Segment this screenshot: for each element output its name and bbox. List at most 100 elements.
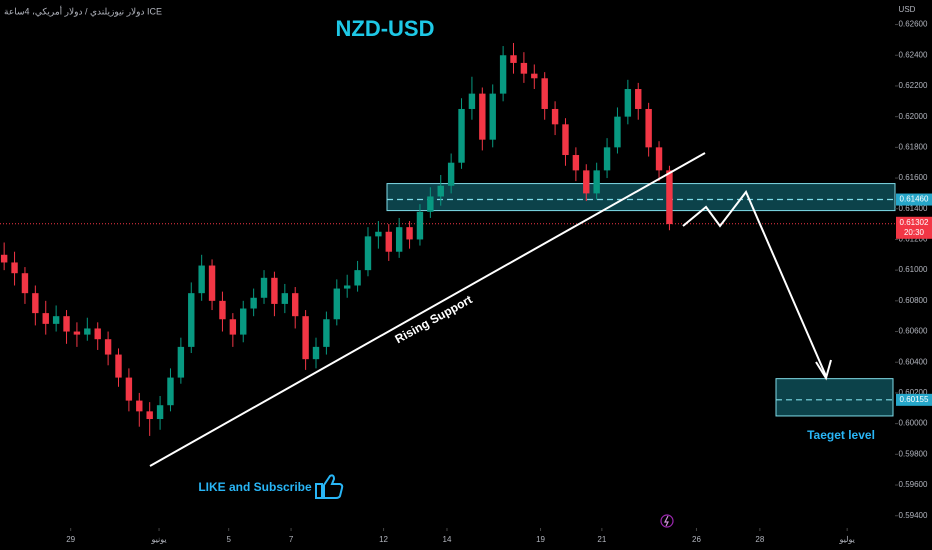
x-tick-label: 7 [289, 535, 294, 544]
candle-body [458, 108, 465, 163]
candle-body [125, 377, 133, 401]
candle-body [146, 411, 153, 420]
candle-body [302, 316, 309, 360]
candle-body [385, 231, 392, 252]
x-tick-label: 29 [66, 535, 75, 544]
candle-body [468, 93, 476, 109]
y-tick-label: 0.59600 [899, 480, 928, 489]
y-tick-label: 0.61800 [899, 142, 928, 151]
arrow-head [815, 359, 832, 381]
x-tick-label: 26 [692, 535, 701, 544]
candle-body [104, 339, 112, 355]
candle-body [167, 377, 174, 406]
candle-body [510, 55, 517, 63]
y-tick-label: 0.62000 [899, 112, 928, 121]
y-tick-label: 0.61200 [899, 235, 928, 244]
candle-body [271, 277, 278, 304]
candle-body [281, 293, 289, 304]
y-tick-label: 0.60200 [899, 388, 928, 397]
candle-body [489, 93, 496, 140]
candle-body [219, 300, 226, 320]
candle-body [229, 319, 237, 335]
candle-body [375, 231, 382, 237]
candle-body [541, 78, 548, 109]
candle-body [416, 211, 424, 240]
candle-body [447, 162, 455, 186]
candle-body [156, 405, 164, 420]
event-bolt [664, 515, 669, 527]
y-tick-label: 0.60000 [899, 419, 928, 428]
target-label: Taeget level [807, 428, 875, 442]
x-tick-label: 5 [226, 535, 231, 544]
candle-body [333, 288, 340, 320]
candle-body [479, 93, 486, 140]
level-tag [896, 393, 932, 406]
level-tag [896, 193, 932, 206]
candle-body [427, 196, 434, 212]
candle-body [84, 328, 91, 335]
candle-body [292, 293, 299, 317]
y-tick-label: 0.62400 [899, 50, 928, 59]
y-tick-label: 0.61600 [899, 173, 928, 182]
candle-body [499, 55, 507, 94]
candle-body [0, 254, 8, 263]
x-tick-label: 28 [755, 535, 764, 544]
x-tick-label: 12 [379, 535, 388, 544]
x-tick-label: يونيو [150, 535, 166, 544]
y-tick-label: 0.59800 [899, 449, 928, 458]
y-tick-label: 0.60600 [899, 327, 928, 336]
candle-body [666, 170, 673, 225]
zone [775, 378, 894, 417]
y-tick-label: 0.61400 [899, 204, 928, 213]
level-tag-label: 0.61460 [900, 195, 929, 204]
last-price-tag [896, 216, 932, 239]
thumb-icon [315, 474, 344, 499]
candle-body [188, 293, 195, 347]
event-icon [660, 514, 674, 528]
candle-body [240, 308, 247, 335]
x-tick-label: يوليو [839, 535, 855, 544]
candle-body [614, 116, 621, 148]
y-tick-label: 0.61000 [899, 265, 928, 274]
candle-body [531, 73, 538, 79]
candle-body [94, 328, 101, 340]
candle-body [343, 285, 351, 289]
candle-body [136, 400, 143, 412]
candle-body [406, 227, 413, 240]
candle-body [593, 170, 600, 194]
candle-body [208, 265, 216, 301]
candle-body [260, 277, 268, 298]
candle-body [635, 89, 642, 109]
candle-body [572, 155, 580, 171]
level-tag-label: 0.60155 [900, 395, 929, 404]
candle-body [395, 227, 403, 252]
candle-body [250, 297, 257, 309]
candle-body [655, 147, 663, 171]
candle-body [198, 265, 205, 294]
candle-body [52, 316, 60, 324]
x-tick-label: 21 [597, 535, 606, 544]
last-price-label: 0.61302 [900, 218, 929, 227]
projection-path [682, 190, 827, 377]
candle-body [32, 293, 39, 314]
candle-body [364, 236, 372, 271]
y-tick-label: 0.59400 [899, 511, 928, 520]
countdown: 20:30 [904, 228, 925, 237]
candle-body [437, 185, 444, 197]
currency: USD [899, 5, 916, 14]
trend-line [149, 152, 706, 467]
candle-body [520, 62, 528, 74]
candle-body [21, 273, 29, 294]
candle-body [73, 331, 81, 335]
zone [386, 183, 896, 212]
candle-body [312, 346, 320, 360]
candle-body [624, 89, 632, 117]
chart-title: NZD-USD [336, 16, 435, 41]
candle-body [645, 108, 652, 148]
candles [0, 42, 673, 436]
y-tick-label: 0.60800 [899, 296, 928, 305]
y-tick-label: 0.60400 [899, 357, 928, 366]
